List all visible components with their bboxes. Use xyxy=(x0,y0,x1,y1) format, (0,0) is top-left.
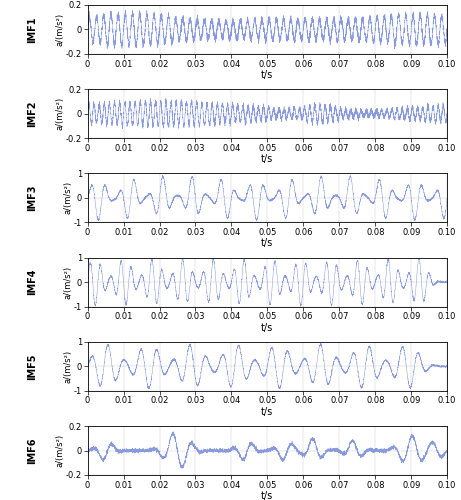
Text: IMF1: IMF1 xyxy=(27,16,37,42)
X-axis label: t/s: t/s xyxy=(261,491,273,500)
Y-axis label: a/(m/s²): a/(m/s²) xyxy=(64,266,72,298)
Y-axis label: a/(m/s²): a/(m/s²) xyxy=(55,434,65,467)
Text: IMF2: IMF2 xyxy=(27,100,37,127)
X-axis label: t/s: t/s xyxy=(261,406,273,416)
Y-axis label: a/(m/s²): a/(m/s²) xyxy=(55,13,65,46)
Text: IMF6: IMF6 xyxy=(27,438,37,464)
Text: IMF3: IMF3 xyxy=(27,184,37,211)
X-axis label: t/s: t/s xyxy=(261,70,273,80)
Text: IMF5: IMF5 xyxy=(27,353,37,380)
Text: IMF4: IMF4 xyxy=(27,269,37,295)
X-axis label: t/s: t/s xyxy=(261,322,273,332)
Y-axis label: a/(m/s²): a/(m/s²) xyxy=(64,182,72,214)
Y-axis label: a/(m/s²): a/(m/s²) xyxy=(55,97,65,130)
Y-axis label: a/(m/s²): a/(m/s²) xyxy=(64,350,72,383)
X-axis label: t/s: t/s xyxy=(261,154,273,164)
X-axis label: t/s: t/s xyxy=(261,238,273,248)
